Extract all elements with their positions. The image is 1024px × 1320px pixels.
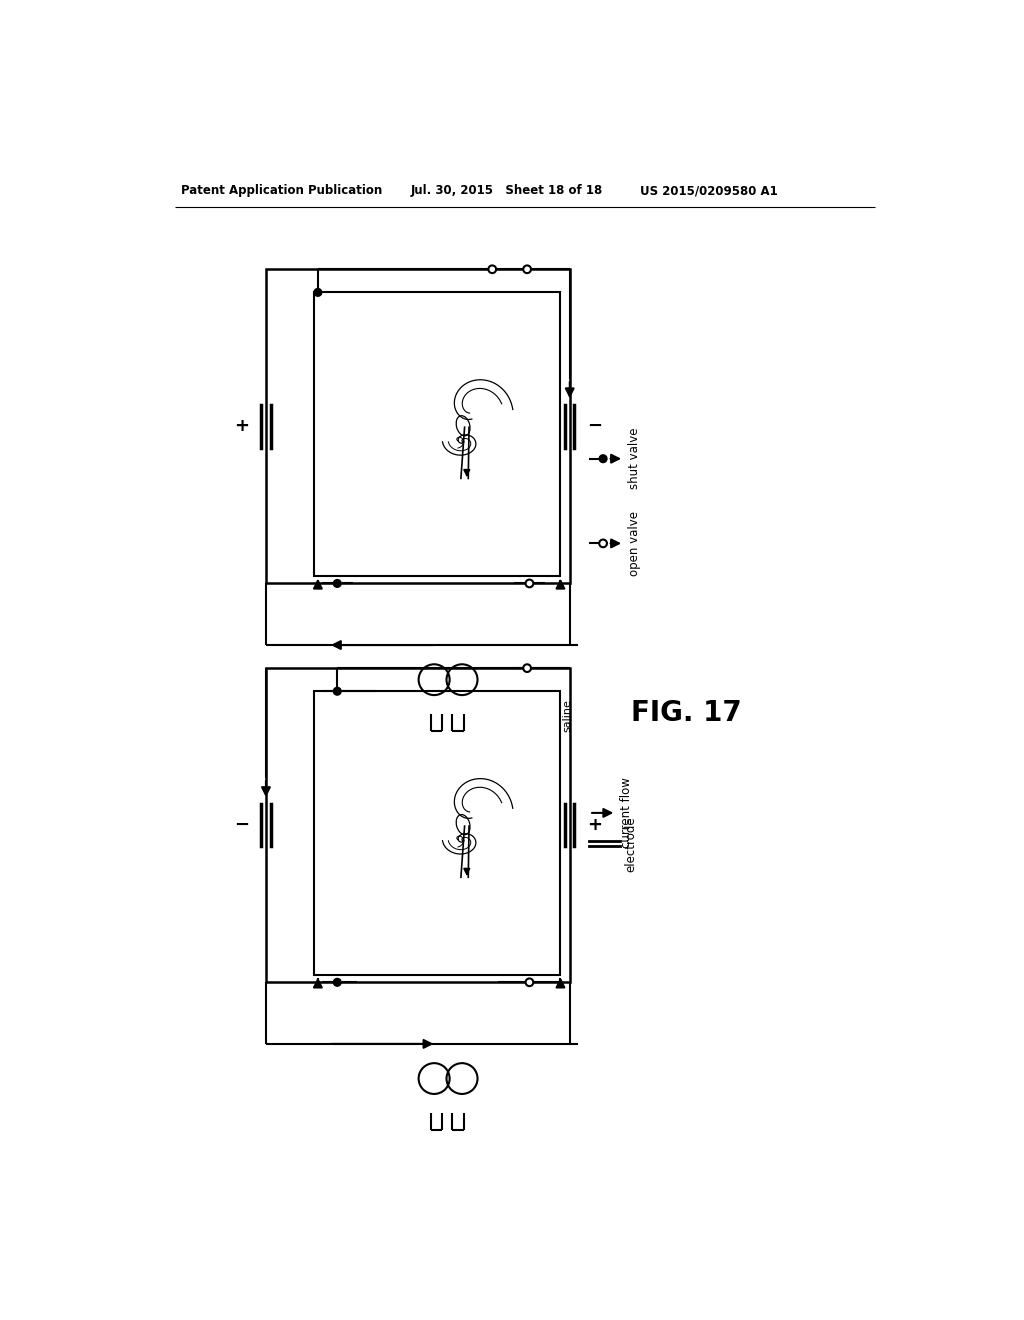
Text: Patent Application Publication: Patent Application Publication [180, 185, 382, 197]
Text: +: + [587, 816, 602, 834]
Text: Jul. 30, 2015   Sheet 18 of 18: Jul. 30, 2015 Sheet 18 of 18 [411, 185, 603, 197]
Text: US 2015/0209580 A1: US 2015/0209580 A1 [640, 185, 777, 197]
Text: current flow: current flow [621, 777, 633, 849]
Bar [266, 668, 569, 982]
Circle shape [334, 688, 341, 696]
Text: electrode: electrode [624, 816, 637, 871]
Text: FIG. 17: FIG. 17 [631, 698, 741, 727]
Circle shape [334, 978, 341, 986]
Circle shape [525, 978, 534, 986]
Circle shape [314, 289, 322, 296]
Circle shape [334, 579, 341, 587]
Text: −: − [587, 417, 602, 436]
Circle shape [523, 265, 531, 273]
Circle shape [599, 455, 607, 462]
Text: open valve: open valve [628, 511, 641, 576]
Circle shape [525, 579, 534, 587]
Text: +: + [233, 417, 249, 436]
Text: −: − [233, 816, 249, 834]
Text: saline: saline [563, 700, 572, 731]
Text: shut valve: shut valve [628, 428, 641, 490]
Bar [314, 692, 560, 974]
Circle shape [488, 265, 496, 273]
Bar [314, 293, 560, 576]
Bar [266, 269, 569, 583]
Circle shape [599, 540, 607, 548]
Circle shape [523, 664, 531, 672]
